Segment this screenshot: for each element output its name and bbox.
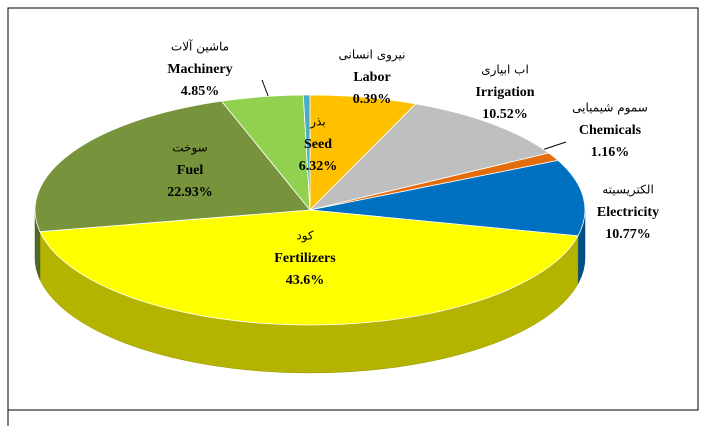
- value-label: 22.93%: [167, 185, 213, 200]
- label-fa: سوخت: [172, 141, 207, 156]
- label-fa: نیروی انسانی: [339, 48, 406, 63]
- value-label: 4.85%: [181, 84, 220, 99]
- value-label: 6.32%: [299, 159, 338, 174]
- label-fa: کود: [296, 229, 314, 244]
- label-fa: سموم شیمیایی: [572, 101, 648, 116]
- label: Seed: [304, 137, 332, 152]
- label: Fertilizers: [274, 251, 336, 266]
- value-label: 10.52%: [482, 107, 528, 122]
- slice: [302, 94, 311, 211]
- label-fa: اب ابیاری: [481, 63, 529, 78]
- slice: [308, 103, 550, 211]
- label: Machinery: [167, 62, 232, 77]
- value-label: 10.77%: [605, 227, 651, 242]
- value-label: 43.6%: [286, 273, 325, 288]
- label: Electricity: [597, 205, 659, 220]
- slice: [309, 159, 586, 237]
- slice: [34, 100, 311, 233]
- label-fa: بذر: [309, 115, 325, 130]
- label: Irrigation: [475, 85, 534, 100]
- label: Chemicals: [579, 123, 642, 138]
- value-label: 1.16%: [591, 145, 630, 160]
- value-label: 0.39%: [353, 92, 392, 107]
- label-fa: الکتریسیته: [602, 183, 654, 198]
- slice: [39, 209, 579, 326]
- label: Fuel: [177, 163, 204, 178]
- label: Labor: [353, 70, 390, 85]
- label-fa: ماشین آلات: [171, 39, 229, 55]
